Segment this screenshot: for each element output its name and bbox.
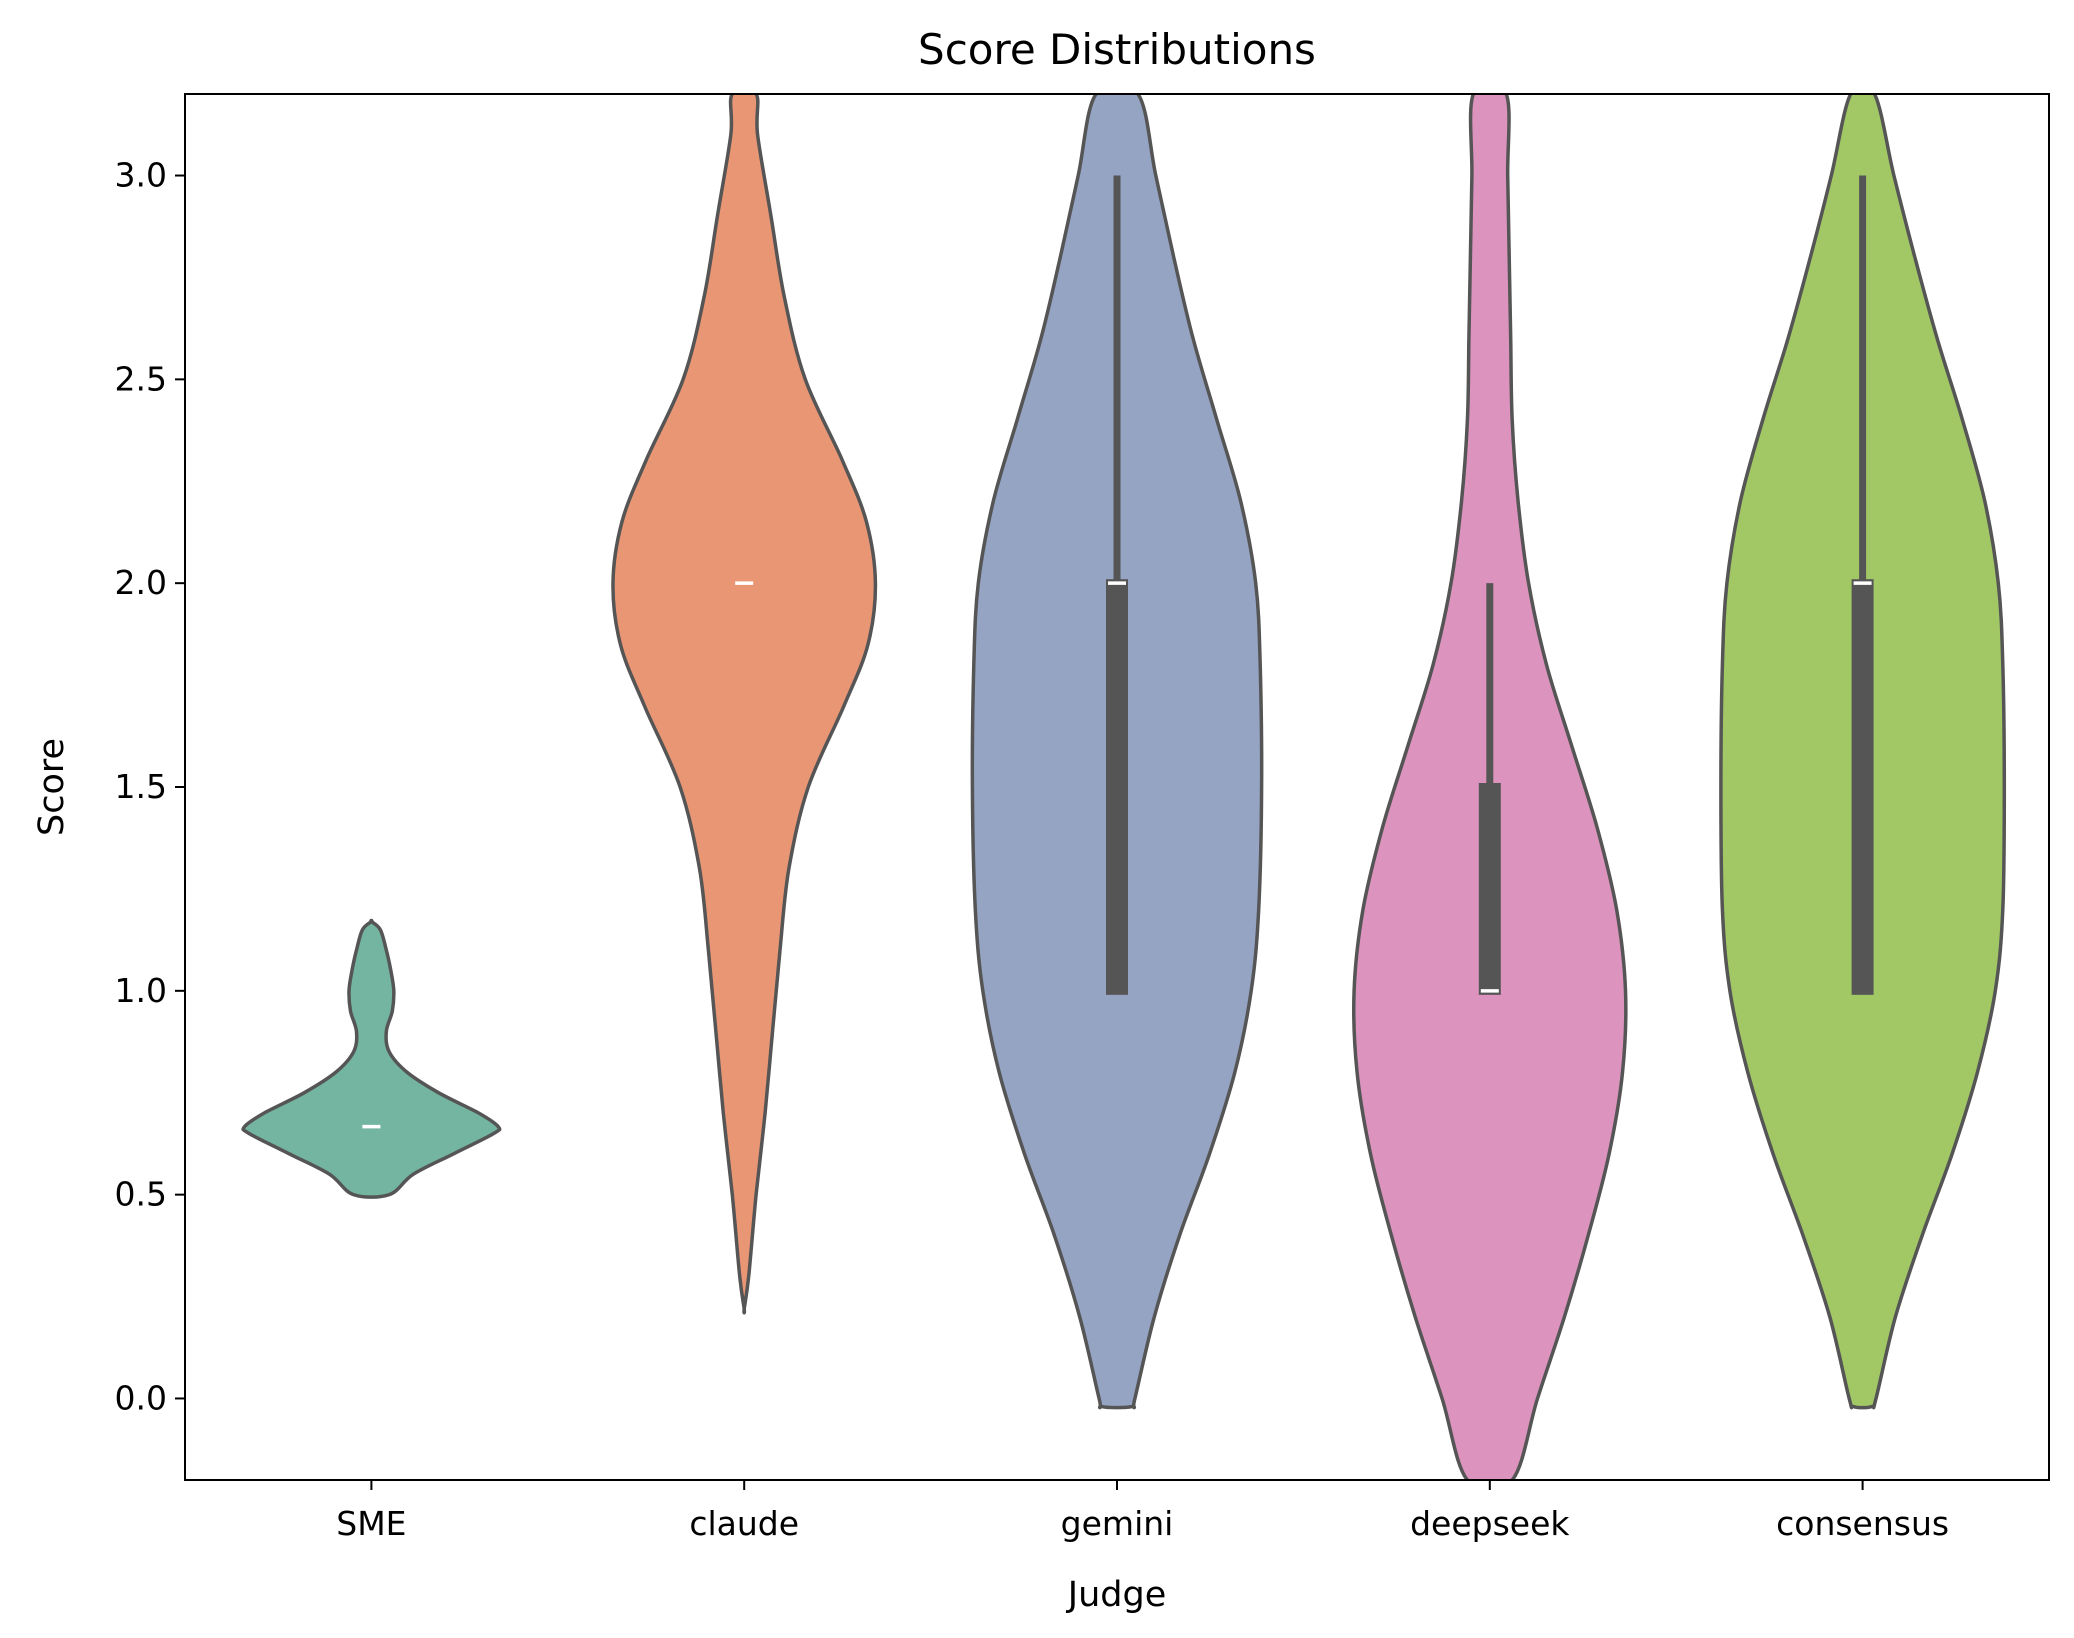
violin-consensus	[1719, 94, 2007, 1410]
violin-body	[611, 94, 878, 1315]
violin-body	[241, 918, 502, 1199]
y-tick-label: 0.5	[115, 1175, 167, 1214]
y-axis-label: Score	[32, 738, 72, 836]
violin-box	[1478, 783, 1501, 995]
y-tick-label: 3.0	[115, 156, 167, 195]
violin-deepseek	[1352, 94, 1628, 1480]
x-axis: SME claude gemini deepseek consensus	[336, 1480, 1949, 1543]
y-tick-label: 0.0	[115, 1378, 167, 1417]
x-tick-label: gemini	[1061, 1504, 1174, 1543]
violins-layer	[241, 94, 2007, 1480]
violin-claude	[611, 94, 878, 1315]
y-axis: 0.0 0.5 1.0 1.5 2.0 2.5 3.0	[115, 156, 185, 1417]
violin-SME	[241, 918, 502, 1199]
violin-gemini	[970, 94, 1264, 1410]
x-tick-label: SME	[336, 1504, 406, 1543]
violin-box	[1106, 579, 1128, 995]
violin-box	[1851, 579, 1874, 995]
y-tick-label: 2.5	[115, 359, 167, 398]
chart-title: Score Distributions	[918, 25, 1316, 74]
x-axis-label: Judge	[1066, 1575, 1166, 1615]
x-tick-label: claude	[689, 1504, 799, 1543]
x-tick-label: deepseek	[1410, 1504, 1570, 1543]
y-tick-label: 2.0	[115, 563, 167, 602]
x-tick-label: consensus	[1776, 1504, 1949, 1543]
y-tick-label: 1.5	[115, 767, 167, 806]
y-tick-label: 1.0	[115, 971, 167, 1010]
